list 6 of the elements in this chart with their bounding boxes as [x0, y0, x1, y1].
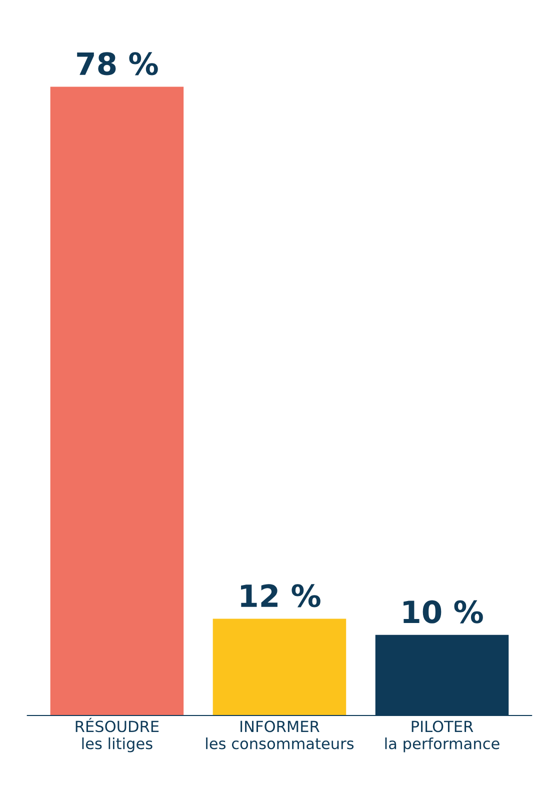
x-tick-label: RÉSOUDRE les litiges: [76, 718, 159, 752]
data-label: 12 %: [241, 584, 320, 608]
data-label: 10 %: [404, 600, 483, 624]
x-tick-label: INFORMER les consommateurs: [206, 720, 354, 750]
data-label: 78 %: [77, 52, 158, 76]
x-tick-label: PILOTER la performance: [385, 720, 500, 752]
